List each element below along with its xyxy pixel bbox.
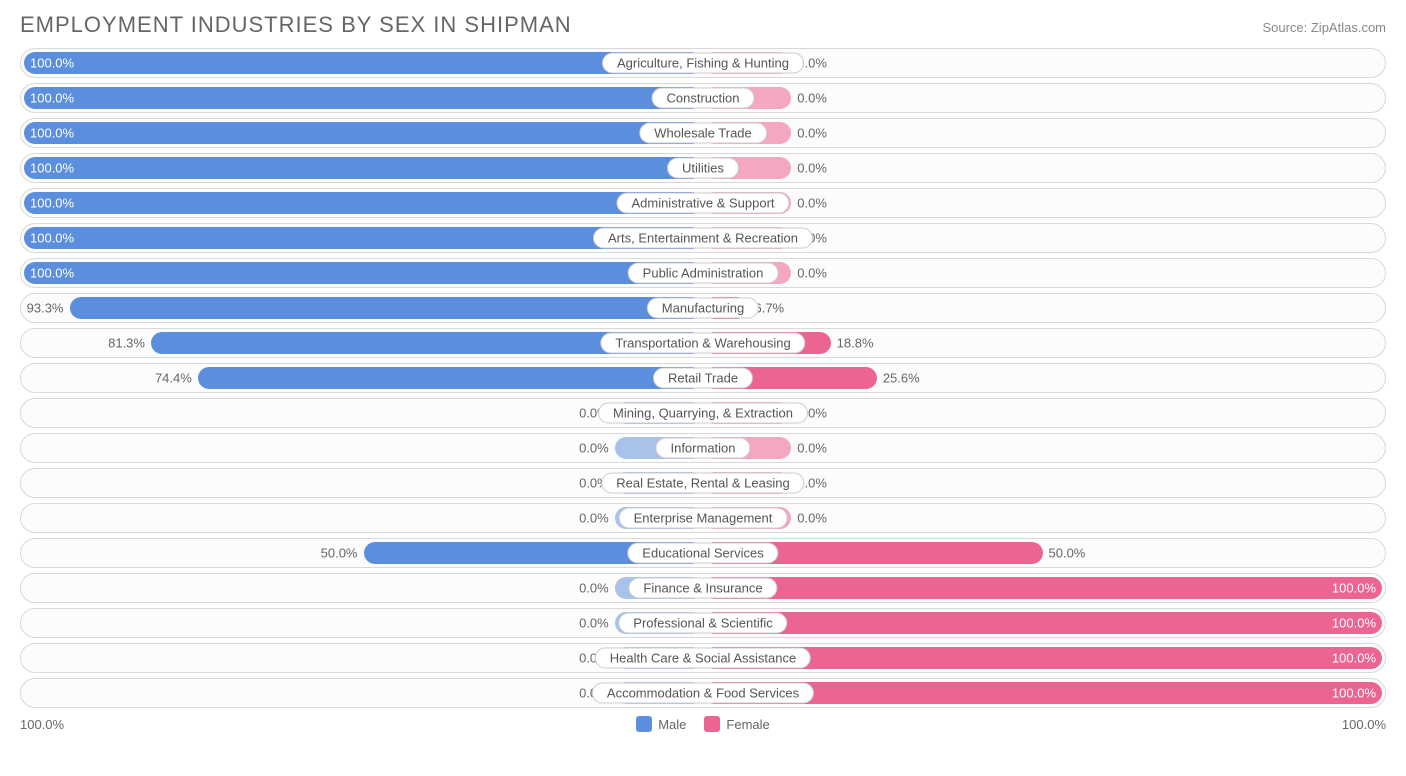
category-label: Real Estate, Rental & Leasing <box>601 473 804 494</box>
male-bar <box>24 262 703 284</box>
male-value: 74.4% <box>155 371 192 386</box>
female-value: 25.6% <box>883 371 920 386</box>
category-label: Construction <box>652 88 755 109</box>
category-label: Utilities <box>667 158 739 179</box>
chart-row: 0.0%100.0%Accommodation & Food Services <box>20 678 1386 708</box>
chart-row: 50.0% 50.0% Educational Services <box>20 538 1386 568</box>
chart-row: 81.3% 18.8% Transportation & Warehousing <box>20 328 1386 358</box>
chart-row: 100.0% 0.0% Construction <box>20 83 1386 113</box>
male-bar <box>24 157 703 179</box>
female-value: 0.0% <box>797 196 827 211</box>
chart-row: 0.0% 0.0% Enterprise Management <box>20 503 1386 533</box>
female-value: 100.0% <box>1332 616 1376 631</box>
category-label: Wholesale Trade <box>639 123 767 144</box>
chart-row: 100.0% 0.0% Utilities <box>20 153 1386 183</box>
male-value: 0.0% <box>579 511 609 526</box>
chart-body: 100.0%0.0%Agriculture, Fishing & Hunting… <box>20 48 1386 708</box>
female-bar <box>703 577 1382 599</box>
male-value: 0.0% <box>579 581 609 596</box>
male-value: 100.0% <box>30 161 74 176</box>
chart-row: 100.0% 0.0% Public Administration <box>20 258 1386 288</box>
female-value: 100.0% <box>1332 651 1376 666</box>
category-label: Retail Trade <box>653 368 753 389</box>
female-value: 18.8% <box>837 336 874 351</box>
male-value: 50.0% <box>321 546 358 561</box>
category-label: Mining, Quarrying, & Extraction <box>598 403 808 424</box>
chart-row: 0.0%0.0%Real Estate, Rental & Leasing <box>20 468 1386 498</box>
chart-row: 74.4% 25.6% Retail Trade <box>20 363 1386 393</box>
legend-male: Male <box>636 716 686 732</box>
legend-female-label: Female <box>726 717 769 732</box>
male-bar <box>24 192 703 214</box>
male-value: 100.0% <box>30 126 74 141</box>
female-bar <box>703 612 1382 634</box>
chart-row: 100.0%0.0%Arts, Entertainment & Recreati… <box>20 223 1386 253</box>
legend: Male Female <box>64 716 1342 732</box>
female-value: 0.0% <box>797 511 827 526</box>
male-value: 93.3% <box>27 301 64 316</box>
category-label: Educational Services <box>627 543 778 564</box>
male-value: 81.3% <box>108 336 145 351</box>
male-value: 100.0% <box>30 196 74 211</box>
chart-row: 0.0% 0.0% Information <box>20 433 1386 463</box>
female-value: 0.0% <box>797 266 827 281</box>
male-bar <box>24 122 703 144</box>
female-value: 6.7% <box>754 301 784 316</box>
male-value: 100.0% <box>30 231 74 246</box>
male-bar <box>198 367 703 389</box>
chart-row: 100.0%0.0%Agriculture, Fishing & Hunting <box>20 48 1386 78</box>
female-value: 0.0% <box>797 441 827 456</box>
female-value: 100.0% <box>1332 686 1376 701</box>
male-value: 100.0% <box>30 91 74 106</box>
axis-max-left: 100.0% <box>20 717 64 732</box>
category-label: Finance & Insurance <box>628 578 777 599</box>
male-bar <box>24 87 703 109</box>
male-value: 0.0% <box>579 441 609 456</box>
chart-title: EMPLOYMENT INDUSTRIES BY SEX IN SHIPMAN <box>20 12 572 38</box>
category-label: Enterprise Management <box>619 508 788 529</box>
female-value: 0.0% <box>797 161 827 176</box>
category-label: Transportation & Warehousing <box>600 333 805 354</box>
female-value: 50.0% <box>1049 546 1086 561</box>
chart-row: 0.0% 100.0% Finance & Insurance <box>20 573 1386 603</box>
female-value: 100.0% <box>1332 581 1376 596</box>
male-bar <box>70 297 704 319</box>
category-label: Arts, Entertainment & Recreation <box>593 228 813 249</box>
swatch-male <box>636 716 652 732</box>
category-label: Professional & Scientific <box>618 613 787 634</box>
axis-max-right: 100.0% <box>1342 717 1386 732</box>
category-label: Agriculture, Fishing & Hunting <box>602 53 804 74</box>
female-value: 0.0% <box>797 91 827 106</box>
male-value: 100.0% <box>30 266 74 281</box>
category-label: Administrative & Support <box>616 193 789 214</box>
chart-footer: 100.0% Male Female 100.0% <box>20 716 1386 732</box>
category-label: Manufacturing <box>647 298 759 319</box>
category-label: Accommodation & Food Services <box>592 683 814 704</box>
legend-female: Female <box>704 716 769 732</box>
category-label: Information <box>655 438 750 459</box>
chart-row: 100.0% 0.0% Wholesale Trade <box>20 118 1386 148</box>
chart-header: EMPLOYMENT INDUSTRIES BY SEX IN SHIPMAN … <box>20 12 1386 38</box>
category-label: Health Care & Social Assistance <box>595 648 811 669</box>
chart-row: 0.0%100.0%Health Care & Social Assistanc… <box>20 643 1386 673</box>
chart-row: 100.0% 0.0% Administrative & Support <box>20 188 1386 218</box>
swatch-female <box>704 716 720 732</box>
male-value: 0.0% <box>579 616 609 631</box>
chart-row: 93.3% 6.7%Manufacturing <box>20 293 1386 323</box>
category-label: Public Administration <box>628 263 779 284</box>
chart-row: 0.0% 100.0% Professional & Scientific <box>20 608 1386 638</box>
female-value: 0.0% <box>797 126 827 141</box>
chart-source: Source: ZipAtlas.com <box>1262 20 1386 35</box>
chart-row: 0.0%0.0%Mining, Quarrying, & Extraction <box>20 398 1386 428</box>
legend-male-label: Male <box>658 717 686 732</box>
male-value: 100.0% <box>30 56 74 71</box>
